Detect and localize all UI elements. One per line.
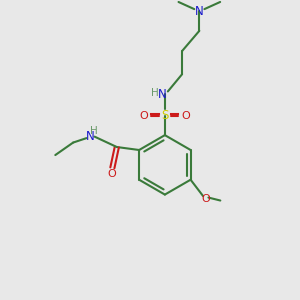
Text: O: O [140, 111, 148, 121]
Text: O: O [107, 169, 116, 179]
Text: N: N [158, 88, 167, 101]
Text: O: O [202, 194, 210, 204]
Text: N: N [86, 130, 94, 143]
Text: O: O [181, 111, 190, 121]
Text: H: H [90, 126, 98, 136]
Text: N: N [195, 5, 204, 18]
Text: S: S [161, 109, 169, 122]
Text: H: H [151, 88, 158, 98]
